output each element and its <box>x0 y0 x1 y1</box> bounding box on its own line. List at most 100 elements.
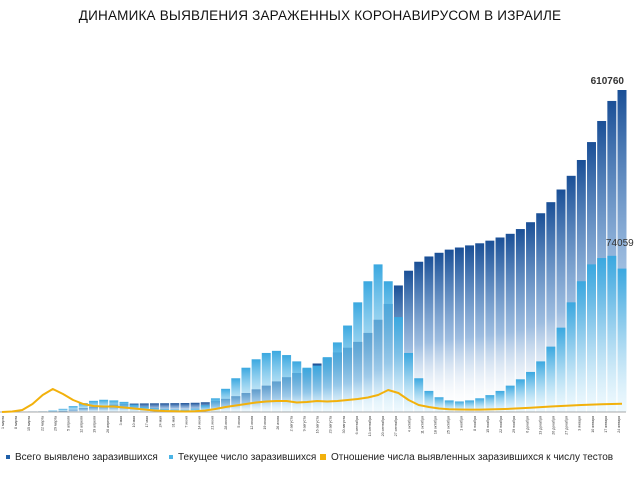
x-tick-label: 15 ноября <box>486 416 490 433</box>
bar-active-20 <box>200 405 210 412</box>
bar-active-38 <box>383 281 393 412</box>
bar-active-49 <box>495 390 505 412</box>
x-tick-label: 22 марта <box>40 416 44 431</box>
x-tick-label: 5 июля <box>237 416 241 428</box>
x-tick-label: 5 апреля <box>67 416 71 431</box>
x-tick-label: 8 марта <box>14 416 18 429</box>
x-tick-label: 11 октября <box>420 416 424 434</box>
x-tick-label: 4 октября <box>407 416 411 432</box>
x-tick-label: 24 мая <box>158 416 162 427</box>
legend-swatch-total <box>6 455 10 460</box>
legend-item-active: Текущее число заразившихся <box>169 452 316 463</box>
bar-active-41 <box>414 378 424 412</box>
x-tick-label: 9 августа <box>302 416 306 431</box>
bar-active-22 <box>221 388 231 412</box>
x-tick-label: 10 января <box>591 416 595 433</box>
bar-total-16 <box>160 403 170 412</box>
x-tick-label: 30 августа <box>342 416 346 433</box>
x-tick-label: 8 ноября <box>473 416 477 431</box>
x-tick-label: 13 сентября <box>368 416 372 436</box>
bar-total-46 <box>465 245 475 412</box>
bar-active-42 <box>424 390 434 412</box>
x-tick-label: 19 апреля <box>93 416 97 433</box>
bar-active-30 <box>302 367 312 412</box>
x-tick-label: 14 июня <box>198 416 202 430</box>
legend-item-ratio: Отношение числа выявленных заразившихся … <box>320 452 613 463</box>
annotation-total-max: 610760 <box>591 76 625 87</box>
legend-swatch-ratio <box>320 454 326 461</box>
bar-active-55 <box>556 327 566 412</box>
bar-active-46 <box>465 400 475 412</box>
bar-total-56 <box>566 175 576 412</box>
x-tick-label: 19 июля <box>263 416 267 430</box>
legend: Всего выявлено заразившихся Текущее числ… <box>4 452 640 468</box>
bar-total-18 <box>180 403 190 412</box>
bar-active-44 <box>444 400 454 412</box>
x-tick-label: 17 мая <box>145 416 149 427</box>
bar-total-54 <box>546 202 556 412</box>
bar-active-37 <box>373 264 383 412</box>
x-tick-label: 20 сентября <box>381 416 385 436</box>
x-tick-label: 3 мая <box>119 416 123 425</box>
x-tick-label: 13 декабря <box>538 416 542 435</box>
x-tick-label: 17 января <box>604 416 608 433</box>
chart-title: ДИНАМИКА ВЫЯВЛЕНИЯ ЗАРАЖЕННЫХ КОРОНАВИРУ… <box>78 8 562 23</box>
x-tick-label: 10 мая <box>132 416 136 427</box>
bar-active-51 <box>515 379 525 412</box>
bar-active-36 <box>363 281 373 412</box>
bar-total-40 <box>404 270 414 412</box>
x-tick-label: 28 июня <box>224 416 228 430</box>
bar-active-33 <box>332 342 342 412</box>
annotation-active-max: 74059 <box>606 238 634 249</box>
x-tick-label: 25 октября <box>447 416 451 434</box>
bar-total-53 <box>536 213 546 412</box>
bar-active-53 <box>536 361 546 412</box>
bar-active-54 <box>546 346 556 412</box>
bar-active-47 <box>475 398 485 412</box>
x-tick-label: 26 июля <box>276 416 280 430</box>
x-tick-label: 16 августа <box>316 416 320 433</box>
bar-total-48 <box>485 240 495 412</box>
x-tick-label: 3 января <box>578 416 582 431</box>
legend-swatch-active <box>169 455 173 460</box>
x-tick-label: 6 декабря <box>525 416 529 433</box>
bar-total-55 <box>556 189 566 412</box>
series-total-bars <box>7 90 627 413</box>
x-tick-label: 1 марта <box>1 416 5 429</box>
x-tick-label: 1 ноября <box>460 416 464 431</box>
bar-active-43 <box>434 397 444 412</box>
bar-total-17 <box>170 403 180 412</box>
bar-total-49 <box>495 237 505 412</box>
x-tick-label: 6 сентября <box>355 416 359 434</box>
bar-active-59 <box>597 258 607 412</box>
x-tick-label: 26 апреля <box>106 416 110 433</box>
ratio-line <box>1 388 623 413</box>
bar-total-42 <box>424 256 434 412</box>
x-tick-label: 7 июня <box>184 416 188 428</box>
x-tick-label: 22 ноября <box>499 416 503 433</box>
bar-active-39 <box>393 317 403 412</box>
bar-active-8 <box>78 403 88 412</box>
bar-active-48 <box>485 395 495 412</box>
bar-active-29 <box>292 361 302 412</box>
bar-active-50 <box>505 385 515 412</box>
bar-active-31 <box>312 365 322 412</box>
bar-active-28 <box>282 355 292 412</box>
bar-total-61 <box>617 90 627 412</box>
x-tick-label: 27 декабря <box>565 416 569 435</box>
bar-active-45 <box>454 401 464 412</box>
legend-label-active: Текущее число заразившихся <box>178 452 317 463</box>
bar-active-40 <box>404 352 414 412</box>
x-tick-label: 12 июля <box>250 416 254 430</box>
bar-total-15 <box>149 403 159 412</box>
bar-active-57 <box>576 281 586 412</box>
x-tick-label: 29 ноября <box>512 416 516 433</box>
bar-active-60 <box>607 255 617 412</box>
x-tick-label: 12 апреля <box>80 416 84 433</box>
bar-total-52 <box>526 222 536 412</box>
bar-active-23 <box>231 378 241 412</box>
bar-active-32 <box>322 357 332 412</box>
bar-active-56 <box>566 302 576 412</box>
bar-active-25 <box>251 359 261 412</box>
x-tick-label: 29 марта <box>53 416 57 431</box>
